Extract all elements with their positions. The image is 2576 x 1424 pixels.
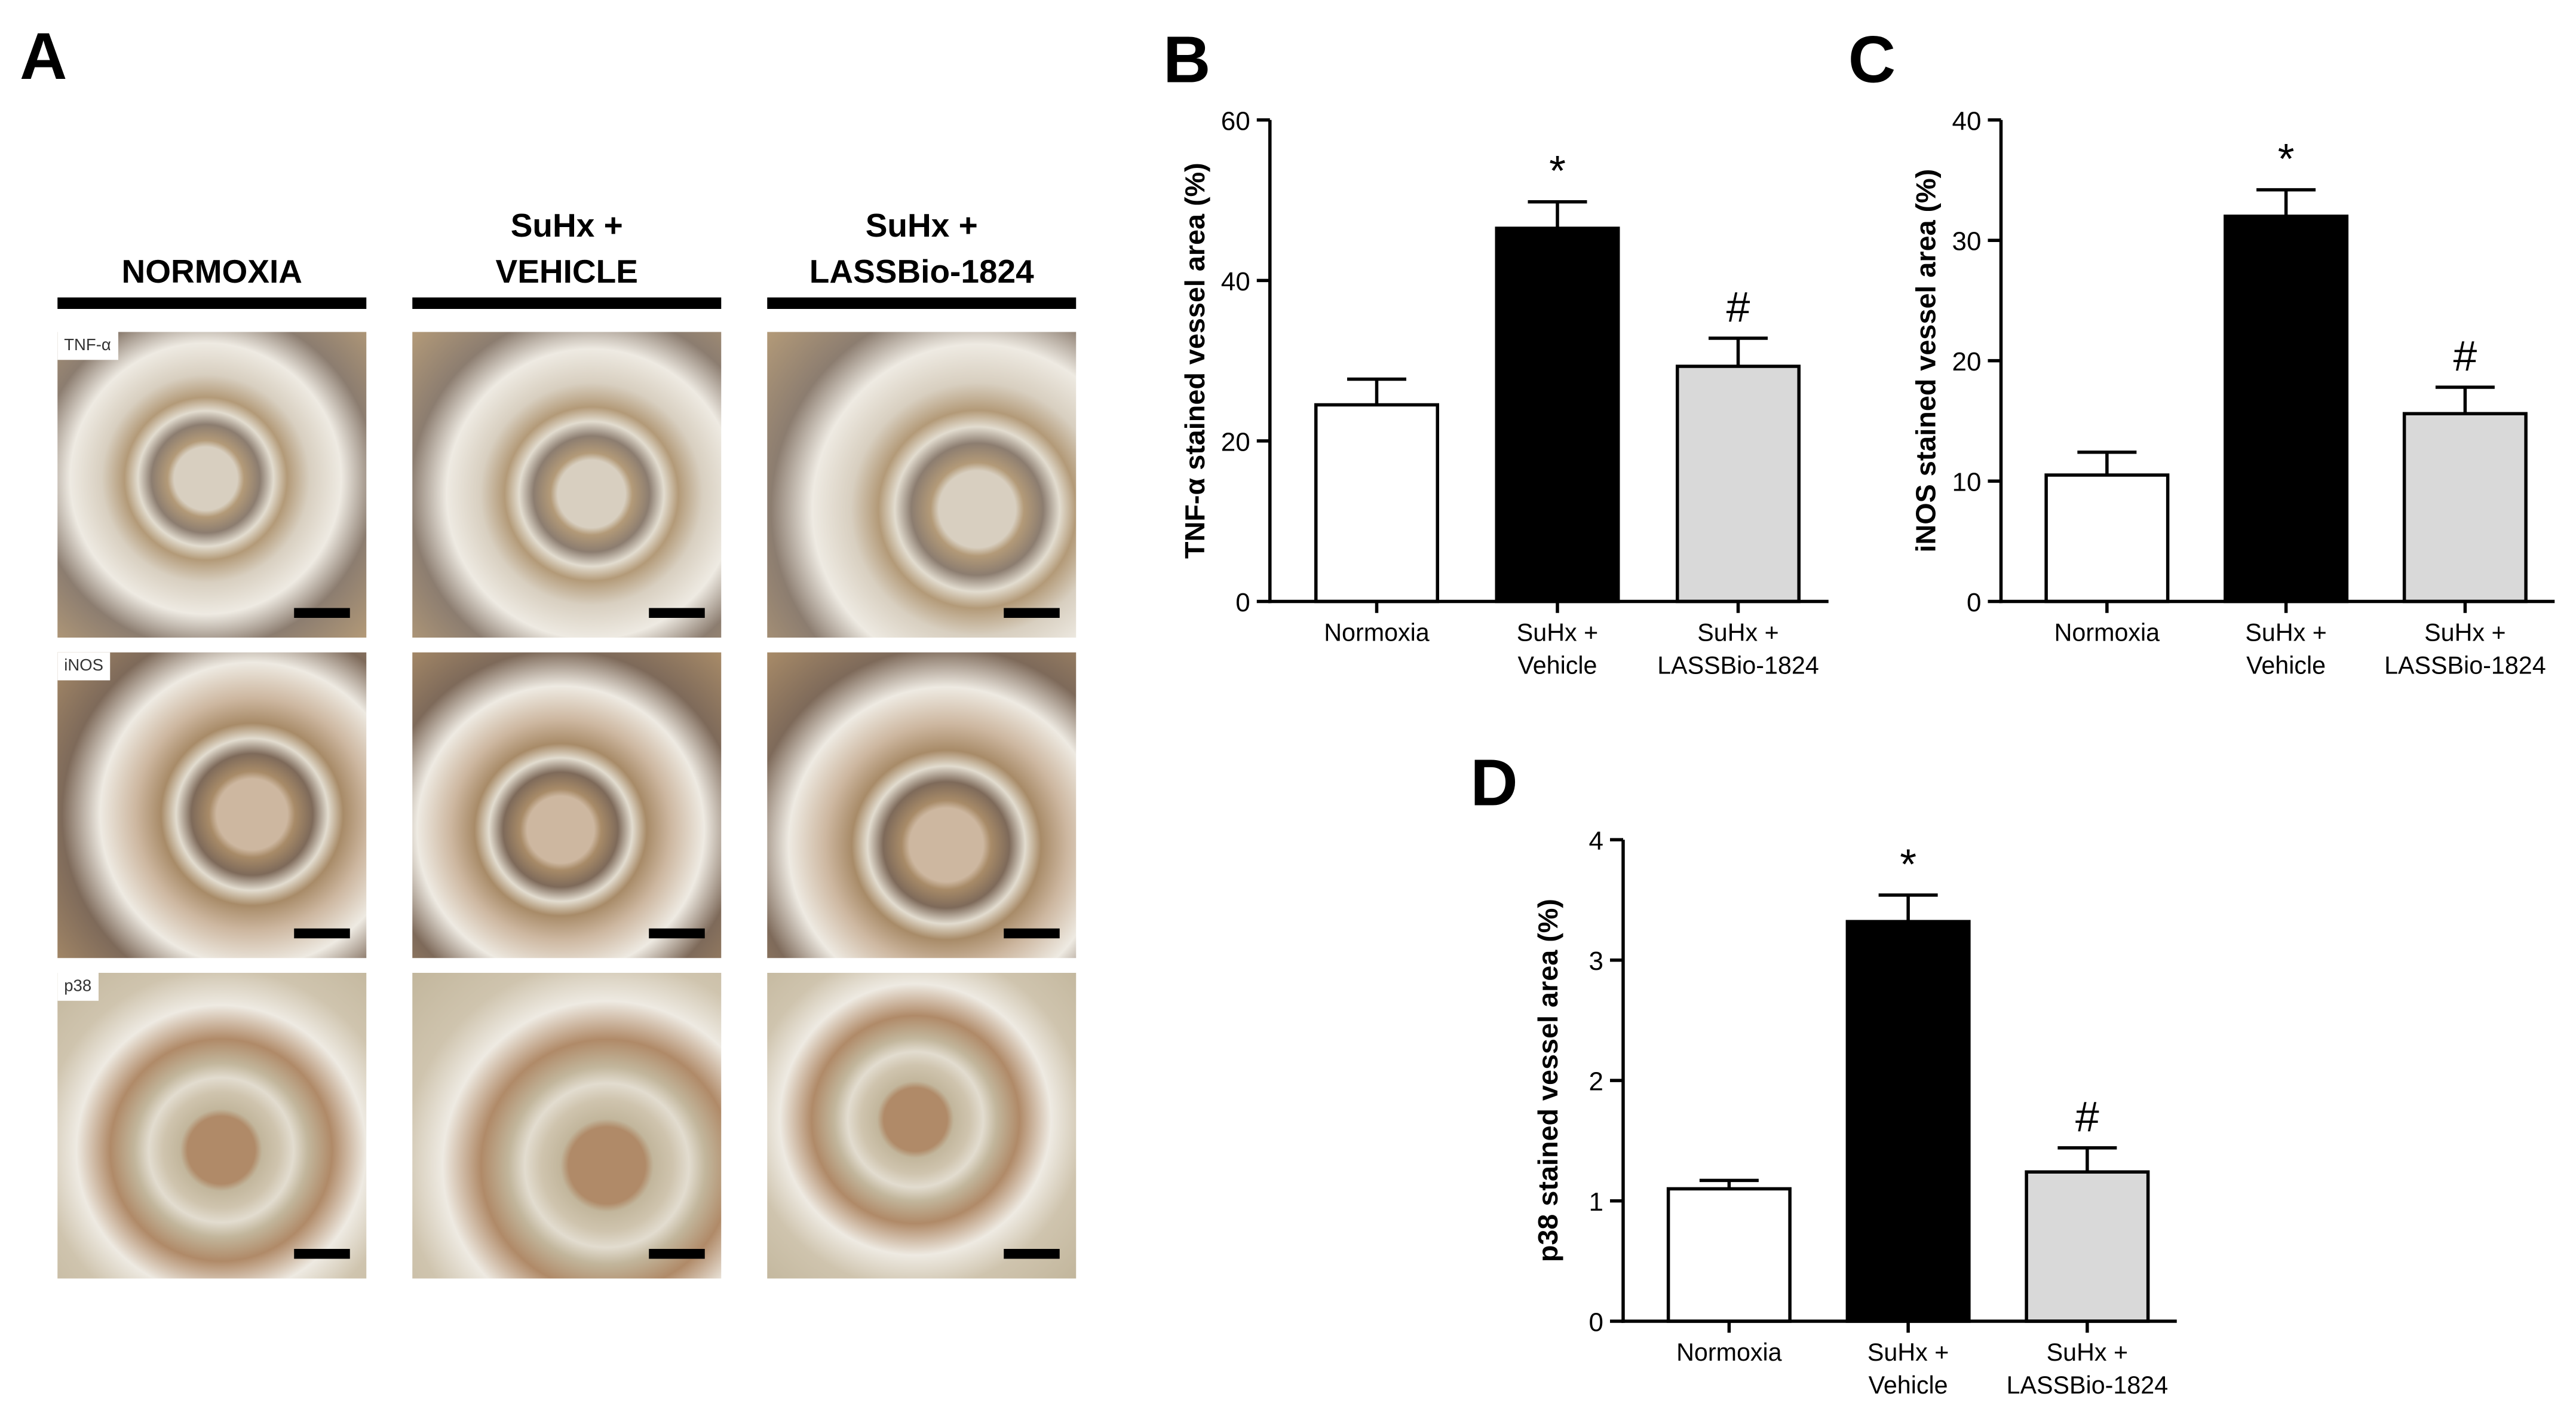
header-bar (57, 297, 367, 309)
x-tick-label: SuHx + LASSBio-1824 (1657, 619, 1819, 681)
micrograph: p38 (57, 973, 367, 1279)
significance-marker: # (1726, 284, 1750, 332)
y-tick-label: 20 (1952, 347, 1982, 376)
panel-label: C (1848, 23, 1896, 97)
micrograph (412, 973, 722, 1279)
scale-bar (1004, 608, 1060, 618)
scale-bar (294, 928, 350, 939)
panel-label: B (1163, 23, 1210, 97)
row-tag: iNOS (57, 652, 110, 681)
bar (2224, 215, 2349, 604)
header-bar (767, 297, 1077, 309)
micrograph (412, 332, 722, 638)
row-tag: TNF-α (57, 332, 118, 360)
micrograph (767, 332, 1077, 638)
y-axis-title: p38 stained vessel area (%) (1532, 899, 1563, 1262)
x-tick-label: Normoxia (1676, 1339, 1782, 1367)
y-tick-label: 60 (1221, 106, 1250, 136)
column-header: SuHx + VEHICLE (495, 209, 638, 291)
x-tick-label: Normoxia (2054, 619, 2160, 648)
significance-marker: # (2453, 332, 2477, 380)
y-axis-title: TNF-α stained vessel area (%) (1179, 163, 1210, 559)
y-tick-label: 1 (1589, 1187, 1603, 1217)
bar (1676, 365, 1801, 604)
y-tick-label: 0 (1967, 588, 1981, 617)
scale-bar (1004, 928, 1060, 939)
micrograph: TNF-α (57, 332, 367, 638)
y-tick-label: 4 (1589, 826, 1603, 856)
scale-bar (294, 1249, 350, 1259)
x-tick-label: SuHx + Vehicle (1516, 619, 1599, 681)
bar (1495, 226, 1620, 604)
bar (2402, 412, 2528, 604)
y-tick-label: 0 (1589, 1308, 1603, 1337)
significance-marker: * (2278, 135, 2295, 183)
y-tick-label: 3 (1589, 947, 1603, 976)
y-tick-label: 40 (1952, 106, 1982, 136)
scale-bar (649, 928, 705, 939)
significance-marker: * (1900, 840, 1916, 888)
x-tick-label: SuHx + LASSBio-1824 (2384, 619, 2546, 681)
bar (1845, 920, 1971, 1323)
bar (1314, 403, 1439, 604)
panel-label: D (1470, 746, 1517, 820)
y-tick-label: 2 (1589, 1067, 1603, 1097)
x-tick-label: Normoxia (1324, 619, 1430, 648)
x-tick-label: SuHx + LASSBio-1824 (2006, 1339, 2169, 1400)
column-header: SuHx + LASSBio-1824 (809, 209, 1034, 291)
y-tick-label: 0 (1235, 588, 1250, 617)
x-tick-label: SuHx + Vehicle (1867, 1339, 1949, 1400)
y-tick-label: 10 (1952, 468, 1982, 497)
y-axis-title: iNOS stained vessel area (%) (1910, 169, 1942, 553)
header-bar (412, 297, 722, 309)
panel-label: A (20, 20, 67, 93)
bar (2025, 1170, 2150, 1323)
row-tag: p38 (57, 973, 99, 1001)
scale-bar (649, 1249, 705, 1259)
micrograph: iNOS (57, 652, 367, 958)
bar (2044, 473, 2170, 604)
micrograph (412, 652, 722, 958)
column-header: NORMOXIA (121, 255, 303, 291)
scale-bar (649, 608, 705, 618)
y-tick-label: 20 (1221, 427, 1250, 457)
significance-marker: * (1549, 147, 1566, 195)
micrograph (767, 652, 1077, 958)
scale-bar (1004, 1249, 1060, 1259)
y-tick-label: 30 (1952, 227, 1982, 256)
x-tick-label: SuHx + Vehicle (2245, 619, 2327, 681)
significance-marker: # (2075, 1093, 2099, 1141)
micrograph (767, 973, 1077, 1279)
bar (1666, 1187, 1792, 1323)
y-tick-label: 40 (1221, 267, 1250, 296)
scale-bar (294, 608, 350, 618)
